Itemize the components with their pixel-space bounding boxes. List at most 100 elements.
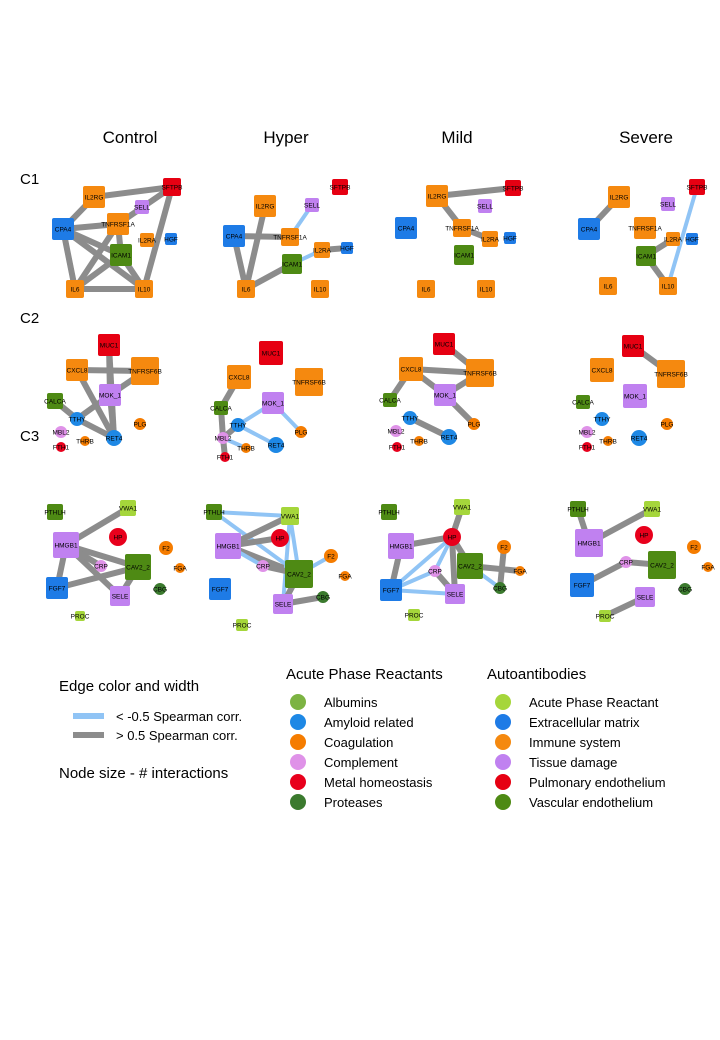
node-label-sftpb: SFTPB — [330, 184, 351, 191]
node-label-sftpb: SFTPB — [162, 184, 183, 191]
node-label-cxcl8: CXCL8 — [229, 374, 250, 381]
node-label-mok-1: MOK_1 — [624, 393, 646, 400]
node-label-fga: FGA — [173, 565, 187, 572]
column-title-control: Control — [103, 128, 158, 147]
node-label-fth1: FTH1 — [389, 444, 406, 451]
edge-il2rg-sftpb — [93, 184, 173, 200]
node-f2 — [324, 549, 338, 563]
node-hp — [635, 526, 653, 544]
node-label-ret4: RET4 — [106, 435, 123, 442]
edge-sftpb-il10 — [666, 186, 699, 287]
node-pthlh — [381, 504, 397, 520]
node-label-muc1: MUC1 — [262, 350, 281, 357]
node-label-tthy: TTHY — [402, 415, 420, 422]
legend-item-label: Tissue damage — [529, 755, 617, 770]
node-thrb — [241, 443, 251, 453]
node-label-pthlh: PTHLH — [567, 506, 589, 513]
network-panel-c3-mild: PTHLH VWA1 HMGB1 HP CRP CAV2_2 F2 FGA FGF7 SELE CB… — [378, 499, 527, 621]
node-label-il6: IL6 — [421, 286, 430, 293]
legend-item-label: Complement — [324, 755, 398, 770]
node-plg — [134, 418, 146, 430]
node-muc1 — [433, 333, 455, 355]
node-label-cxcl8: CXCL8 — [401, 366, 422, 373]
node-f2 — [159, 541, 173, 555]
node-tthy — [595, 412, 609, 426]
edge-il2rg-sftpb — [436, 185, 514, 199]
node-il2rg — [608, 186, 630, 208]
node-label-calca: CALCA — [379, 397, 401, 404]
node-il2ra — [666, 232, 680, 246]
node-label-il6: IL6 — [70, 286, 79, 293]
node-label-thrb: THRB — [599, 438, 617, 445]
node-tnfrsf1a — [453, 219, 471, 237]
node-tnfrsf1a — [281, 228, 299, 246]
node-ret4 — [631, 430, 647, 446]
legend-item-label: Proteases — [324, 795, 383, 810]
node-icam1 — [282, 254, 302, 274]
node-hgf — [165, 233, 177, 245]
node-fth1 — [220, 452, 230, 462]
node-sell — [135, 200, 149, 214]
node-label-proc: PROC — [71, 613, 90, 620]
node-sele — [110, 586, 130, 606]
legend-item-label: Pulmonary endothelium — [529, 775, 666, 790]
node-fga — [175, 563, 185, 573]
node-il10 — [311, 280, 329, 298]
node-fgf7 — [380, 579, 402, 601]
legend-autoantibody-list: Acute Phase Reactant Extracellular matrix… — [495, 694, 666, 810]
node-label-tnfrsf1a: TNFRSF1A — [445, 225, 479, 232]
node-thrb — [80, 436, 90, 446]
node-tthy — [231, 418, 245, 432]
node-fga — [703, 562, 713, 572]
node-label-il6: IL6 — [241, 286, 250, 293]
node-label-muc1: MUC1 — [100, 342, 119, 349]
network-panel-c3-control: PTHLH VWA1 HMGB1 HP CRP CAV2_2 F2 FGA FGF7 SELE CB… — [44, 500, 187, 621]
node-fgf7 — [46, 577, 68, 599]
node-fth1 — [56, 442, 66, 452]
node-sele — [445, 584, 465, 604]
node-label-il10: IL10 — [138, 286, 151, 293]
node-label-calca: CALCA — [44, 398, 66, 405]
edge-pthlh-vwa1 — [213, 510, 291, 518]
node-cxcl8 — [66, 359, 88, 381]
legend-item-label: Vascular endothelium — [529, 795, 653, 810]
node-mbl2 — [217, 432, 229, 444]
node-label-fth1: FTH1 — [53, 444, 70, 451]
node-label-mbl2: MBL2 — [53, 429, 70, 436]
node-label-plg: PLG — [133, 421, 146, 428]
node-label-cpa4: CPA4 — [581, 226, 598, 233]
node-cxcl8 — [590, 358, 614, 382]
node-ret4 — [268, 437, 284, 453]
node-calca — [383, 393, 397, 407]
legend-swatch-ab_pulmonary — [495, 774, 511, 790]
node-label-hgf: HGF — [685, 236, 699, 243]
node-label-hmgb1: HMGB1 — [389, 543, 413, 550]
node-label-il2rg: IL2RG — [610, 194, 629, 201]
node-cav2-2 — [285, 560, 313, 588]
node-label-hp: HP — [275, 535, 284, 542]
node-label-il6: IL6 — [603, 283, 612, 290]
node-label-proc: PROC — [596, 613, 615, 620]
node-label-calca: CALCA — [572, 399, 594, 406]
node-label-fgf7: FGF7 — [383, 587, 400, 594]
legend-swatch-albumins — [290, 694, 306, 710]
node-mbl2 — [581, 426, 593, 438]
node-il6 — [237, 280, 255, 298]
node-cav2-2 — [457, 553, 483, 579]
legend-item-label: Metal homeostasis — [324, 775, 433, 790]
node-tnfrsf1a — [107, 213, 129, 235]
node-label-ret4: RET4 — [268, 442, 285, 449]
node-fga — [340, 571, 350, 581]
legend-swatch-amyloid — [290, 714, 306, 730]
legend-swatch-ab_tissue — [495, 754, 511, 770]
edge-fgf7-cav2_2 — [56, 564, 139, 591]
node-label-il2ra: IL2RA — [313, 247, 332, 254]
node-label-sele: SELE — [112, 593, 129, 600]
node-label-vwa1: VWA1 — [281, 513, 300, 520]
node-label-fth1: FTH1 — [579, 444, 596, 451]
node-label-ret4: RET4 — [441, 434, 458, 441]
